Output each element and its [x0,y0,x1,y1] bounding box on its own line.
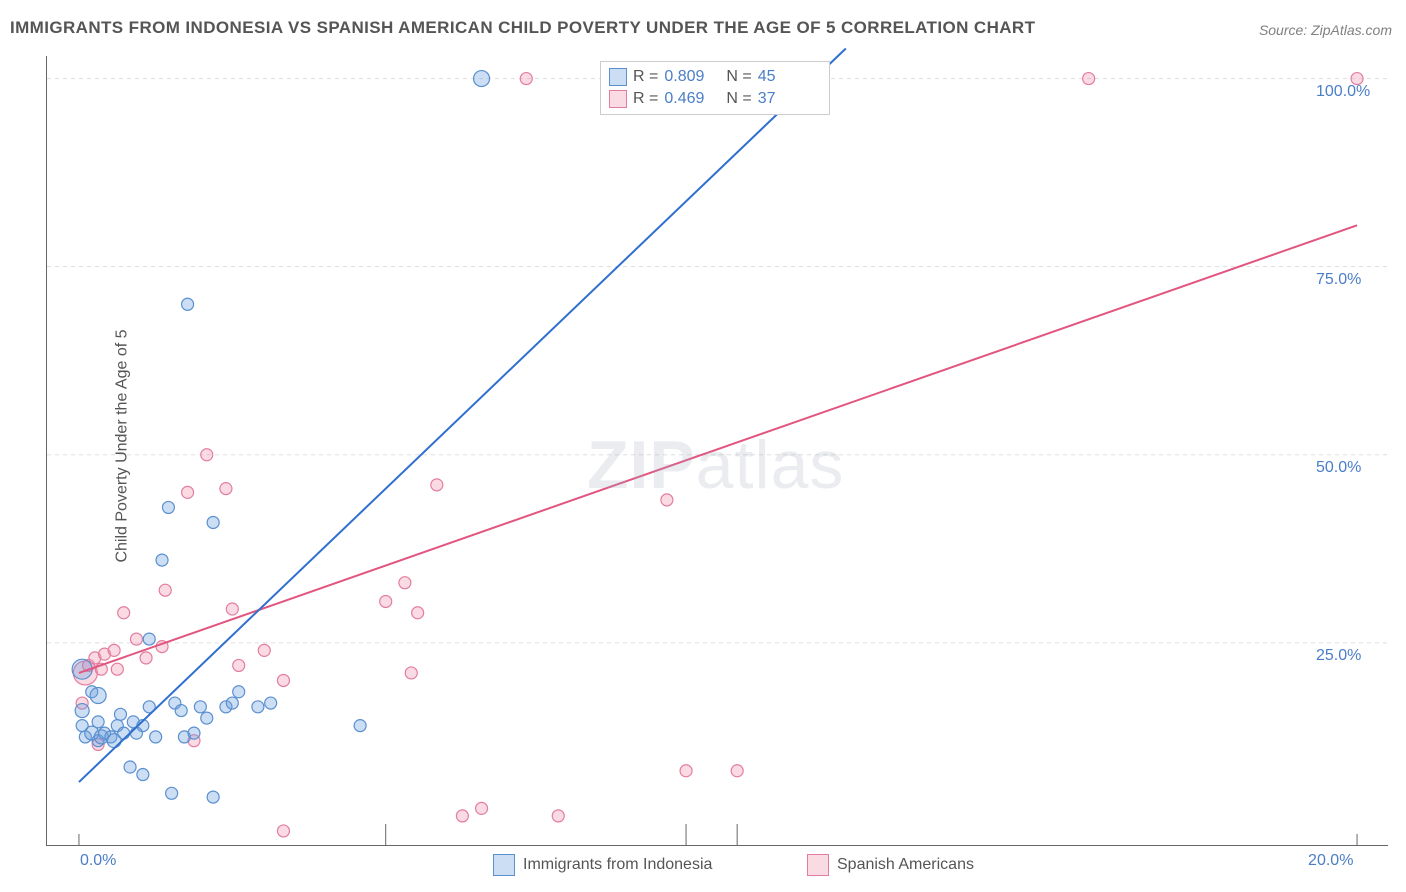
legend-swatch-pink [609,90,627,108]
source-attribution: Source: ZipAtlas.com [1259,22,1392,38]
plot-area: ZIPatlas R = 0.809 N = 45 R = 0.469 N = … [46,56,1388,846]
y-tick-label: 100.0% [1316,83,1370,101]
chart-title: IMMIGRANTS FROM INDONESIA VS SPANISH AME… [10,18,1035,38]
legend-label-blue: Immigrants from Indonesia [523,856,712,874]
correlation-legend: R = 0.809 N = 45 R = 0.469 N = 37 [600,61,830,115]
plot-svg [47,56,1388,845]
r-value-blue: 0.809 [664,68,704,86]
n-label: N = [726,90,751,108]
r-label: R = [633,68,658,86]
n-value-blue: 45 [758,68,776,86]
n-value-pink: 37 [758,90,776,108]
legend-swatch-blue [493,854,515,876]
legend-bottom-pink: Spanish Americans [807,854,974,876]
legend-row-blue: R = 0.809 N = 45 [609,66,821,88]
y-tick-label: 50.0% [1316,459,1361,477]
legend-swatch-blue [609,68,627,86]
r-label: R = [633,90,658,108]
n-label: N = [726,68,751,86]
x-tick-label: 0.0% [80,852,116,870]
legend-swatch-pink [807,854,829,876]
y-tick-label: 25.0% [1316,647,1361,665]
legend-row-pink: R = 0.469 N = 37 [609,88,821,110]
r-value-pink: 0.469 [664,90,704,108]
legend-bottom-blue: Immigrants from Indonesia [493,854,712,876]
y-tick-label: 75.0% [1316,271,1361,289]
legend-label-pink: Spanish Americans [837,856,974,874]
x-tick-label: 20.0% [1308,852,1353,870]
chart-container: IMMIGRANTS FROM INDONESIA VS SPANISH AME… [0,0,1406,892]
